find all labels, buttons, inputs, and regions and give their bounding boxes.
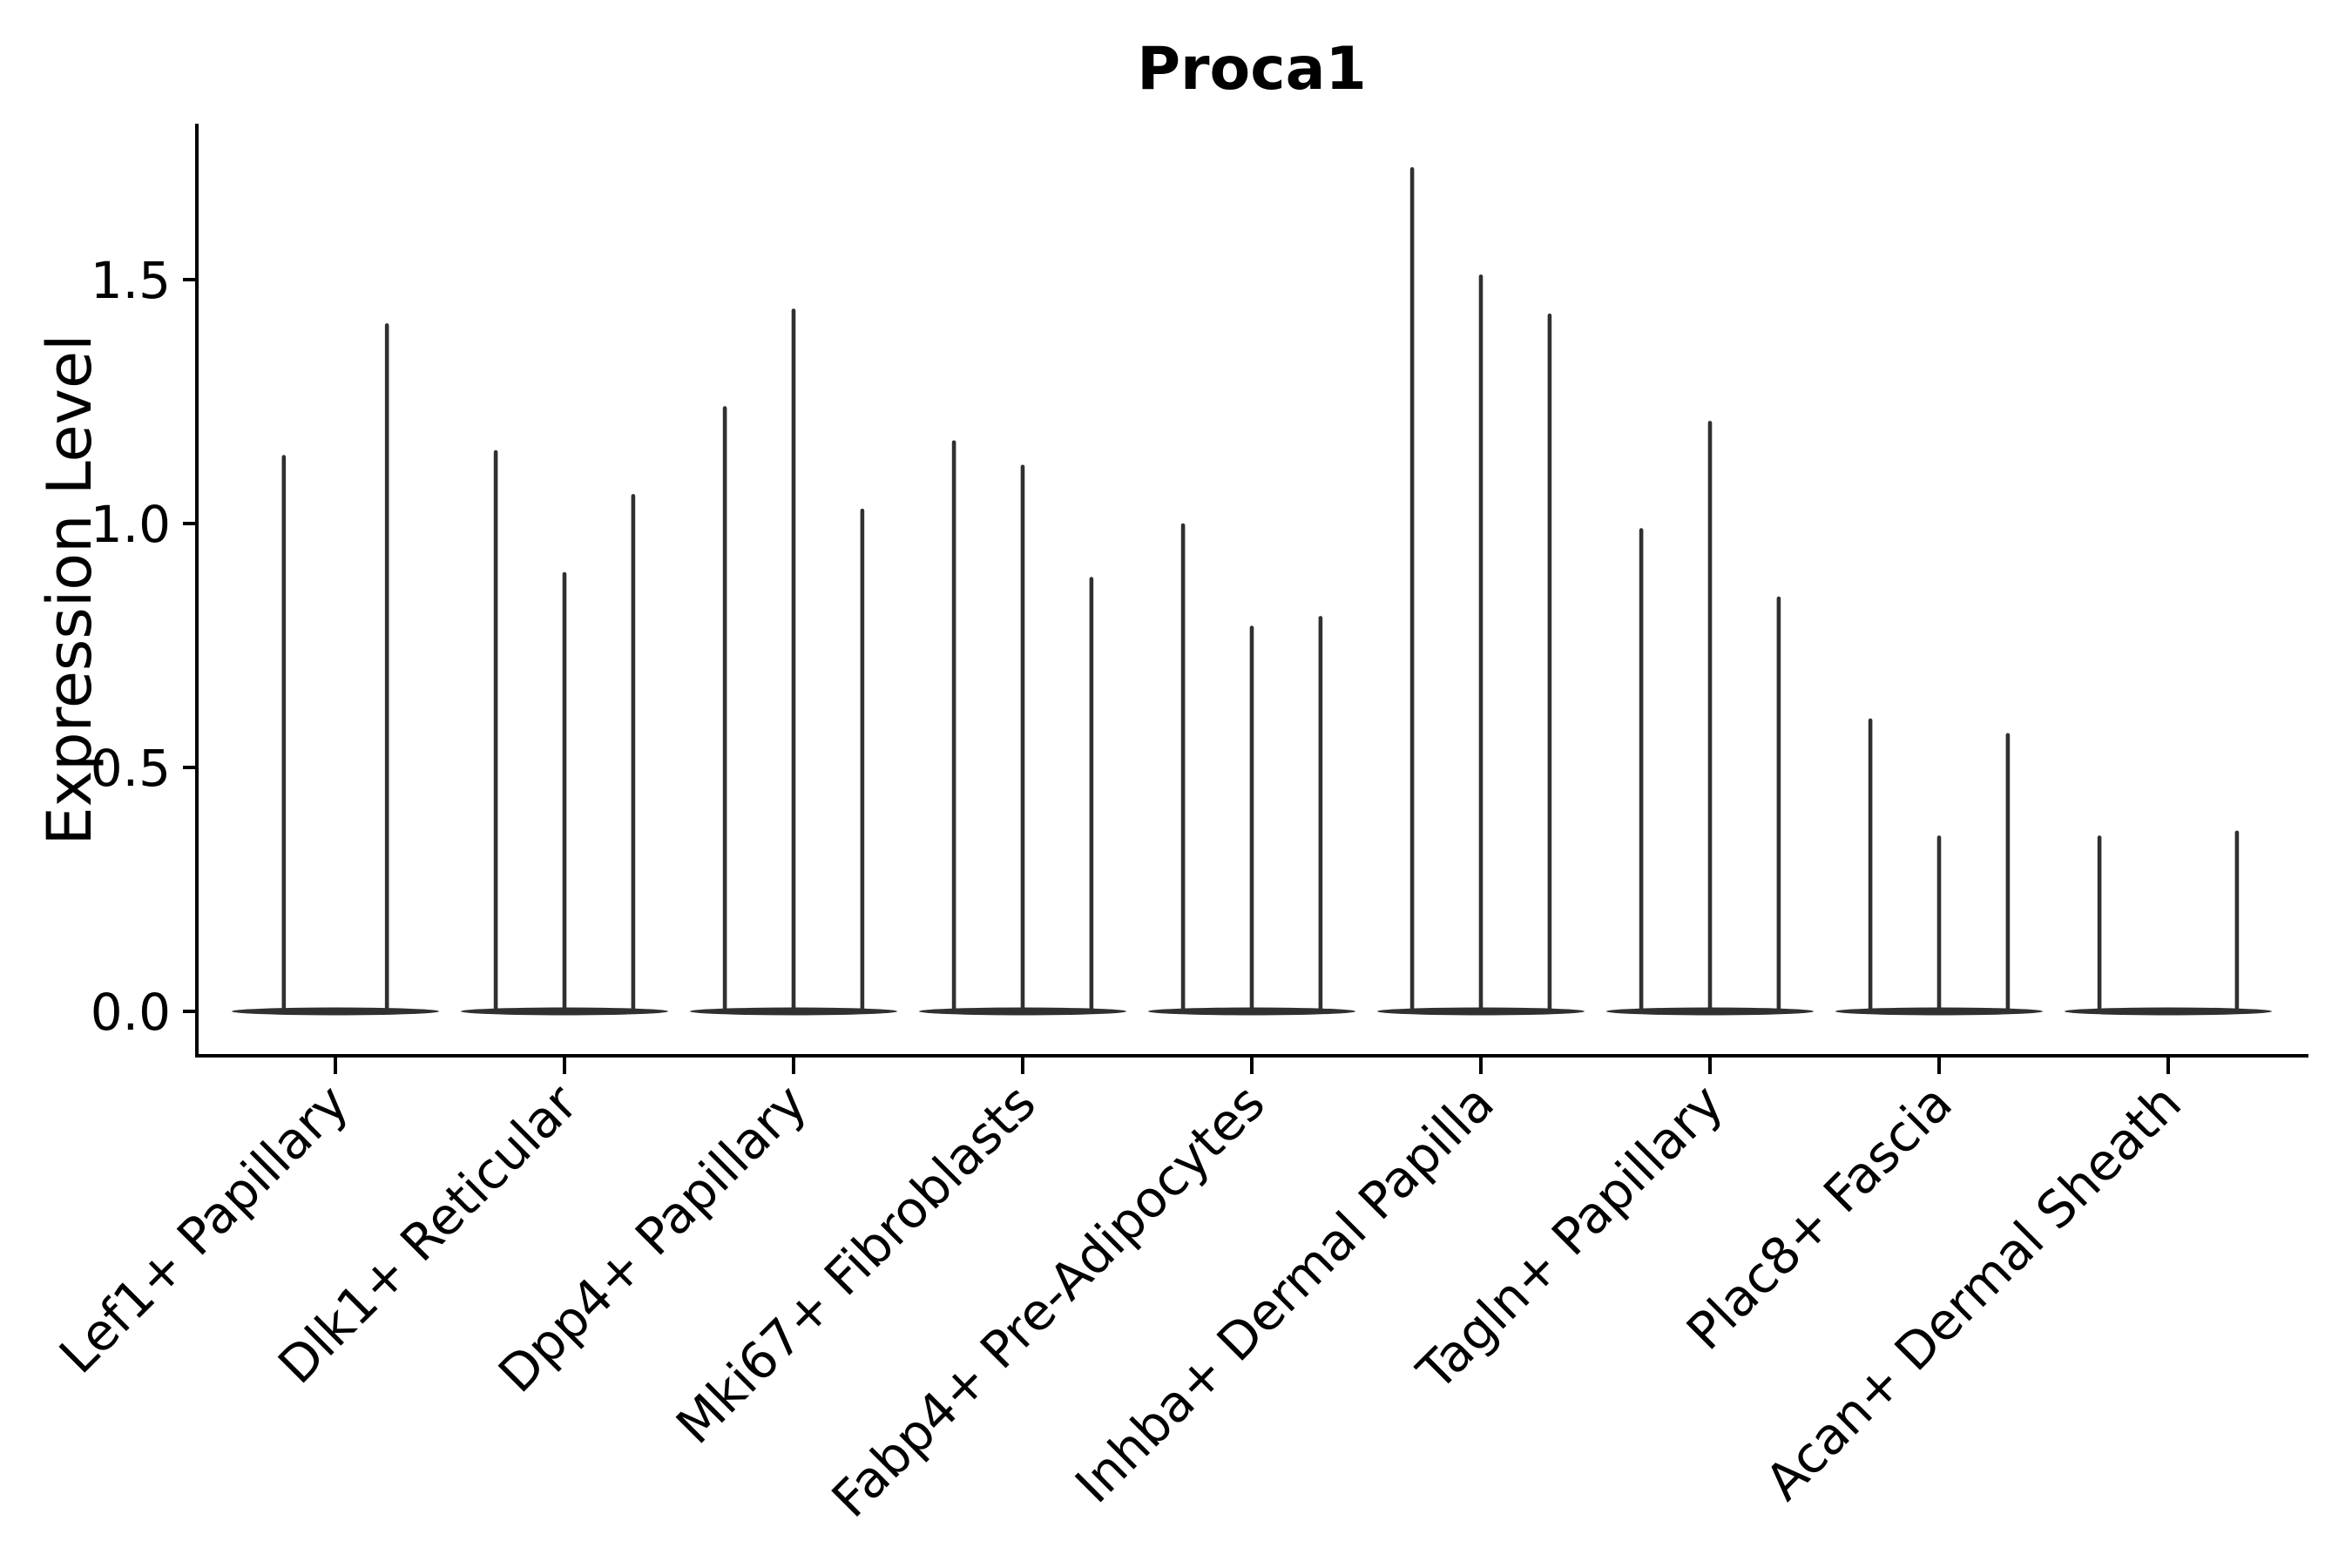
- violin-base: [2065, 1007, 2272, 1016]
- x-tick-label: Fabp4+ Pre-Adipocytes: [821, 1073, 1276, 1529]
- y-tick-label: 0.5: [91, 739, 171, 798]
- violin-group: [232, 166, 2272, 1016]
- violin-base: [232, 1007, 439, 1016]
- y-tick-label: 0.0: [91, 983, 171, 1042]
- plot-title: Proca1: [1137, 35, 1367, 104]
- y-tick-group: 0.0 0.5 1.0 1.5: [91, 251, 197, 1042]
- y-tick-label: 1.0: [91, 495, 171, 554]
- x-tick-label: Inhba+ Dermal Papilla: [1064, 1073, 1505, 1515]
- y-axis-label: Expression Level: [34, 334, 105, 845]
- y-tick-label: 1.5: [91, 251, 171, 310]
- x-tick-label: Acan+ Dermal Sheath: [1754, 1073, 2192, 1511]
